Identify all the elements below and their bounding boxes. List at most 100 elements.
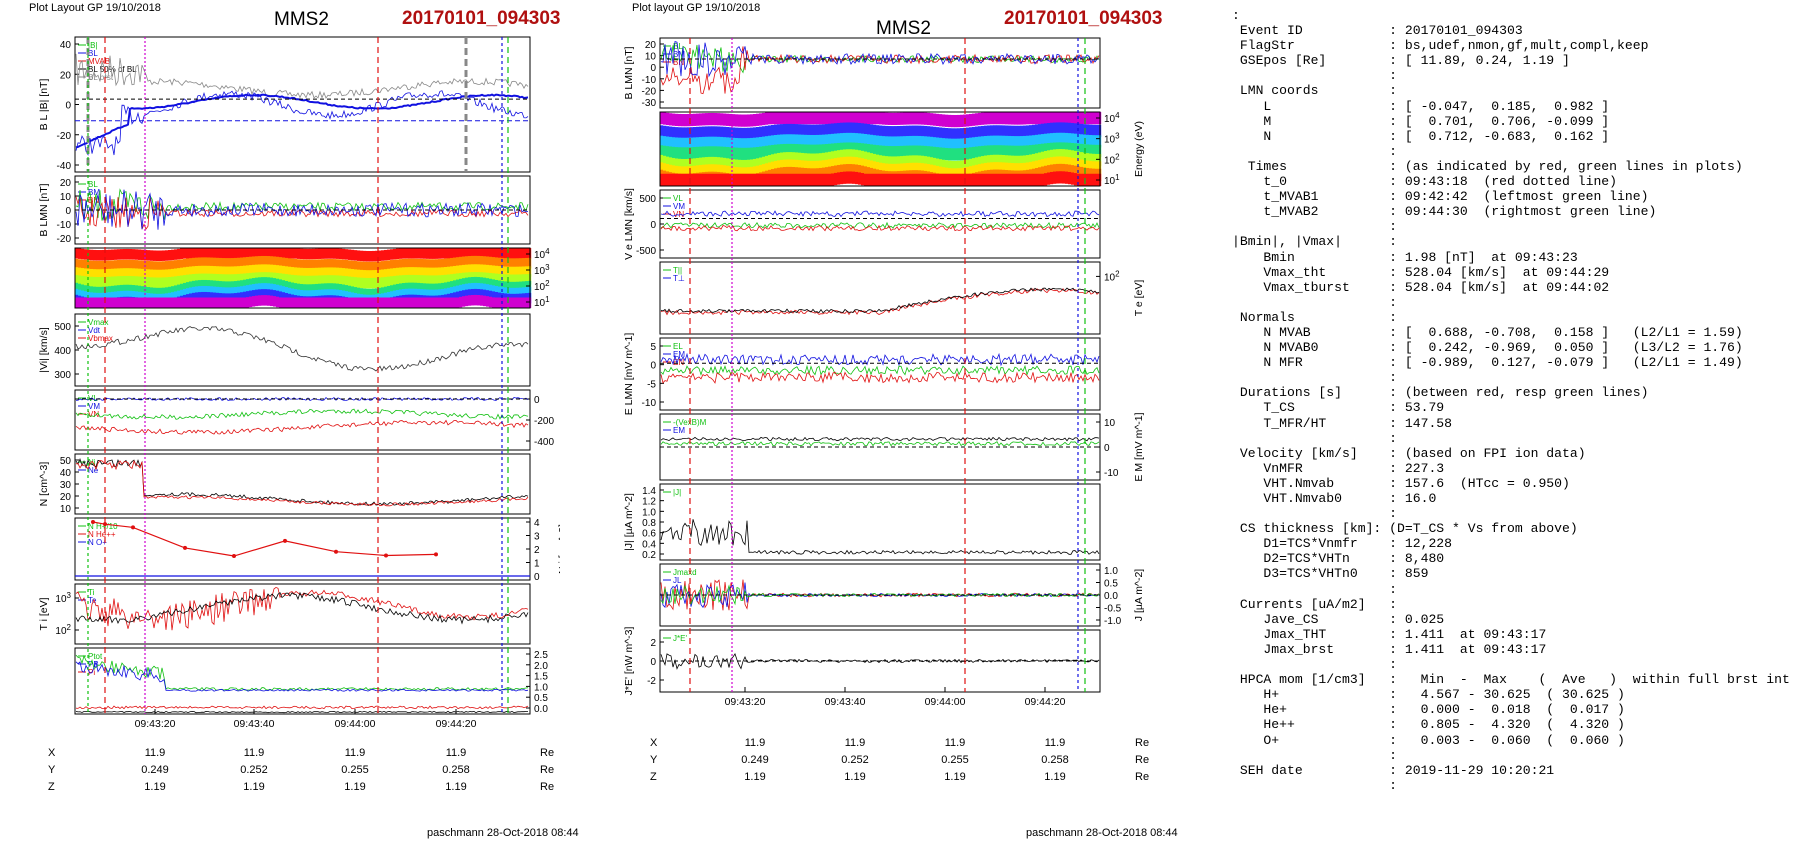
y-axis-label: B LMN [nT] [38, 183, 50, 236]
y-axis-label: T i [eV] [38, 597, 50, 630]
y-axis-label: |J| [µA m^-2] [623, 493, 635, 551]
coord-value: 11.9 [1044, 737, 1066, 749]
y-tick-label: 50 [60, 456, 72, 467]
y-tick-label: 20 [60, 70, 72, 81]
y-tick-label: 1.2 [642, 497, 656, 508]
y-axis-label: B L |B| [nT] [38, 79, 50, 131]
middle-header: Plot layout GP 19/10/2018 [632, 2, 761, 14]
coord-row-X: X 11.9 11.9 11.9 11.9 Re [620, 737, 1180, 754]
y-tick-label: 2.5 [534, 650, 548, 661]
coord-value: 1.19 [243, 781, 265, 793]
coord-row-Y: Y 0.249 0.252 0.255 0.258 Re [0, 764, 580, 781]
legend-label: N He++ [88, 530, 116, 539]
coord-value: 0.249 [141, 764, 169, 776]
y-tick-label: 0.2 [642, 550, 656, 561]
trace-E-0 [660, 352, 1100, 367]
y-tick-label: -500 [636, 246, 656, 257]
he-plus-plus-point [103, 522, 107, 527]
trace-Ti-1 [75, 591, 529, 625]
coord-value: 0.258 [1041, 754, 1069, 766]
left-spacecraft-title: MMS2 [274, 9, 329, 30]
info-line: N MVAB0 : [ 0.242, -0.969, 0.050 ] (L3/L… [1232, 340, 1743, 356]
info-line: |Bmin|, |Vmax| : [1232, 234, 1398, 250]
y-tick-label: 40 [60, 468, 72, 479]
trace-Ve-0 [660, 210, 1100, 218]
left-header: Plot Layout GP 19/10/2018 [29, 2, 161, 14]
coord-value: 0.255 [341, 764, 369, 776]
legend-label: |J| [673, 488, 681, 497]
info-line: CS thickness [km]: (D=T_CS * Vs from abo… [1232, 521, 1578, 537]
info-line: : [1232, 294, 1398, 310]
y-axis-label: J*E' [nW m^-3] [623, 627, 635, 696]
info-line: : [1232, 506, 1398, 522]
y-tick-label: 0 [534, 395, 540, 406]
y-tick-label: 104 [1104, 111, 1120, 125]
trace-EM-1 [660, 440, 1100, 447]
legend-label: VM [673, 202, 685, 211]
y-tick-label: -0.5 [1104, 604, 1122, 615]
coord-value: 1.19 [844, 771, 866, 783]
coord-unit: Re [1135, 771, 1150, 783]
coord-row-Z: Z 1.19 1.19 1.19 1.19 Re [0, 781, 580, 798]
legend-label: T⊥ [673, 274, 685, 283]
info-line: T_CS : 53.79 [1232, 400, 1445, 416]
coord-value: 1.19 [944, 771, 966, 783]
coord-value: 1.19 [445, 781, 467, 793]
y-tick-label: 10 [645, 52, 657, 63]
trace-BLMN-2 [660, 40, 1100, 78]
info-line: Bmin : 1.98 [nT] at 09:43:23 [1232, 249, 1578, 265]
coord-value: 0.249 [741, 754, 769, 766]
y-tick-label: 0 [65, 206, 71, 217]
trace-BL-0 [75, 53, 529, 99]
y-tick-label: -1.0 [1104, 616, 1122, 627]
coord-axis-label: X [650, 737, 658, 749]
y-axis-label: Energy (eV) [1133, 121, 1145, 177]
info-line: VnMFR : 227.3 [1232, 460, 1445, 476]
y-tick-label: 102 [1104, 152, 1120, 166]
legend-label: VL [673, 194, 683, 203]
middle-spacecraft-title: MMS2 [876, 18, 931, 39]
y-tick-label: 0 [650, 657, 656, 668]
y-tick-label: 0 [1104, 443, 1110, 454]
y-tick-label: 1 [534, 559, 540, 570]
y-tick-label: -10 [642, 398, 657, 409]
y-tick-label: 0 [650, 63, 656, 74]
y-axis-label: B LMN [nT] [623, 46, 635, 99]
y-axis-label: T e [eV] [1133, 280, 1145, 317]
he-plus-plus-point [334, 549, 338, 554]
info-line: N : [ 0.712, -0.683, 0.162 ] [1232, 128, 1610, 144]
legend-label: Vdt [88, 326, 101, 335]
spec-frame [74, 247, 531, 309]
y-tick-label: 0 [65, 101, 71, 112]
y-tick-label: -5 [647, 379, 656, 390]
legend-label: Vmax [88, 318, 108, 327]
info-line: He++ : 0.805 - 4.320 ( 4.320 ) [1232, 717, 1625, 733]
y-tick-label: 2 [534, 545, 540, 556]
coord-value: 11.9 [243, 747, 265, 759]
coord-row-Z: Z 1.19 1.19 1.19 1.19 Re [620, 771, 1180, 788]
legend-label: Ni [88, 458, 96, 467]
info-line: HPCA mom [1/cm3] : Min - Max ( Ave ) wit… [1232, 672, 1790, 688]
y-tick-label: 0.0 [1104, 591, 1118, 602]
info-line: : [1232, 68, 1398, 84]
info-line: : [1232, 370, 1398, 386]
y-tick-label: 500 [639, 194, 656, 205]
middle-footer: paschmann 28-Oct-2018 08:44 [1026, 827, 1178, 839]
info-line: Event ID : 20170101_094303 [1232, 23, 1523, 39]
info-line: : [1232, 657, 1398, 673]
y-tick-label: 1.0 [642, 507, 656, 518]
y-tick-label: -400 [534, 437, 554, 448]
coord-unit: Re [540, 781, 555, 793]
spec-frame [659, 111, 1101, 187]
info-line: Jmax_THT : 1.411 at 09:43:17 [1232, 626, 1547, 642]
legend-label: BM [88, 188, 100, 197]
time-tick-label: 09:44:20 [436, 718, 477, 730]
y-tick-label: 20 [645, 40, 657, 51]
info-line: D3=TCS*VHTn0 : 859 [1232, 566, 1429, 582]
coord-row-X: X 11.9 11.9 11.9 11.9 Re [0, 747, 580, 764]
info-line: N MFR : [ -0.989, 0.127, -0.079 ] (L2/L1… [1232, 355, 1743, 371]
panel-frame-E [659, 337, 1101, 411]
y-axis-label: P [nPa] [559, 664, 560, 698]
trace-ViLMN-1 [75, 408, 529, 420]
